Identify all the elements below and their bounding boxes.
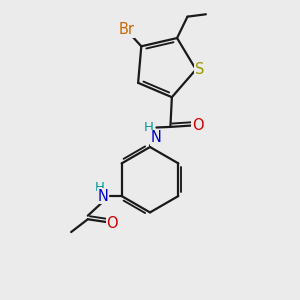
Text: O: O — [106, 216, 118, 231]
Text: N: N — [98, 189, 109, 204]
Text: S: S — [195, 62, 204, 77]
Text: N: N — [151, 130, 162, 146]
Text: O: O — [192, 118, 204, 133]
Text: H: H — [95, 181, 105, 194]
Text: H: H — [144, 121, 154, 134]
Text: Br: Br — [118, 22, 134, 38]
